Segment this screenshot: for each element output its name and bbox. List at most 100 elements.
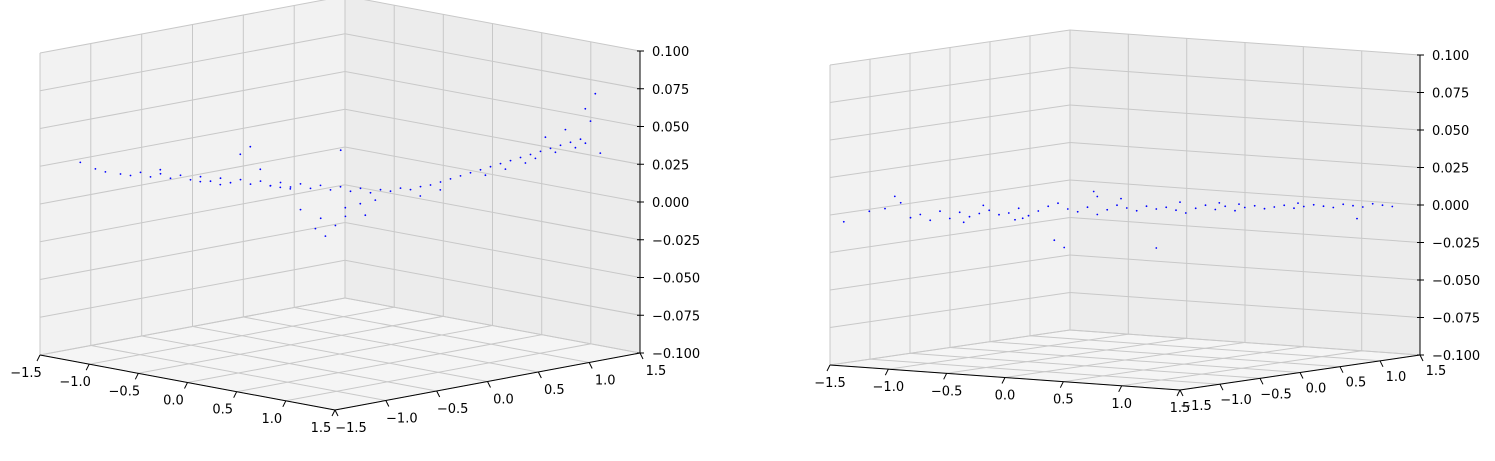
data-point (1007, 212, 1010, 214)
data-point (479, 168, 482, 171)
gridline-z (829, 179, 1421, 216)
x-tick (943, 373, 948, 380)
y-tick-label: −1.5 (335, 421, 367, 436)
data-point (239, 178, 242, 181)
data-point (364, 214, 367, 217)
x-tick (826, 364, 831, 372)
data-point (269, 185, 272, 187)
data-point (1021, 217, 1024, 220)
gridline-z (829, 141, 1421, 178)
z-tick-label: −0.075 (1432, 312, 1480, 327)
data-point (978, 212, 981, 215)
x-tick-label: −0.5 (931, 384, 963, 399)
data-point (549, 147, 552, 150)
data-point (1106, 208, 1109, 211)
z-tick-label: −0.025 (1432, 237, 1480, 252)
data-point (579, 138, 582, 141)
data-point (339, 149, 342, 152)
x-tick (1176, 389, 1181, 397)
data-point (239, 153, 242, 156)
data-point (104, 171, 107, 173)
x-tick-label: 0.5 (1053, 393, 1074, 408)
data-point (139, 171, 142, 174)
y-tick (1179, 389, 1184, 397)
z-tick-label: −0.050 (1432, 274, 1480, 289)
x-tick-label: 1.5 (311, 421, 332, 436)
data-point (968, 215, 971, 218)
data-point (1096, 213, 1099, 216)
x-tick (1059, 381, 1064, 388)
data-point (958, 211, 961, 214)
y-tick (334, 409, 339, 417)
data-point (219, 183, 222, 186)
scatter3d-left: −1.5−1.0−0.50.00.51.01.5 −1.5−1.0−0.50.00… (10, 0, 700, 436)
y-tick (436, 390, 441, 398)
data-point (868, 210, 871, 213)
gridline-z (39, 0, 641, 54)
scatter3d-right: −1.5 −1.0 −0.5 0.0 0.5 1.0 1.5−1.5 −1.0 −0.5 0.0 0… (814, 29, 1480, 416)
gridline-z (829, 254, 1421, 291)
data-point (1224, 205, 1227, 208)
x-tick-label: −1.0 (59, 375, 91, 390)
data-point (374, 199, 377, 202)
data-point (289, 188, 292, 190)
data-point (1076, 210, 1079, 213)
data-point (1381, 204, 1384, 207)
data-point (249, 145, 252, 148)
y-tick (385, 400, 390, 407)
y-tick-label: −0.5 (1260, 387, 1292, 402)
data-point (589, 120, 592, 122)
y-tick-label: −1.0 (1220, 393, 1252, 408)
data-point (189, 178, 192, 181)
data-point (1125, 207, 1128, 209)
x-tick-label: −0.5 (109, 384, 141, 399)
data-point (919, 213, 922, 216)
data-point (429, 184, 432, 186)
data-point (1293, 207, 1295, 210)
z-tick-label: −0.025 (652, 234, 700, 249)
data-point (1391, 205, 1394, 208)
data-point (449, 178, 452, 180)
data-point (1037, 210, 1040, 212)
x-tick-label: 0.0 (995, 389, 1016, 404)
data-point (79, 161, 82, 164)
gridline-z (829, 29, 1421, 66)
data-point (399, 187, 402, 190)
z-tick-label: 0.000 (652, 196, 689, 211)
data-point (1332, 206, 1335, 209)
y-tick (1219, 383, 1224, 391)
data-point (1175, 209, 1177, 212)
data-point (948, 217, 951, 220)
data-point (1218, 202, 1221, 204)
data-point (344, 206, 347, 209)
data-point (1014, 218, 1016, 221)
z-tick-label: 0.050 (1432, 124, 1469, 139)
data-point (319, 184, 322, 187)
data-point (899, 201, 902, 204)
data-point (94, 168, 97, 170)
y-tick-label: 1.0 (595, 374, 616, 389)
data-point (534, 157, 537, 160)
data-point (439, 189, 442, 191)
data-point (1145, 205, 1148, 208)
z-tick-label: 0.000 (1432, 199, 1469, 214)
data-point (569, 141, 572, 144)
data-point (279, 186, 282, 189)
gridline-z (39, 297, 641, 356)
data-point (199, 180, 202, 183)
data-point (982, 204, 985, 207)
x-tick (282, 400, 287, 408)
y-tick-label: 1.0 (1386, 370, 1407, 385)
data-point (988, 209, 991, 212)
gridline-z (829, 291, 1421, 328)
y-tick-label: 0.0 (493, 393, 514, 408)
data-point (1273, 206, 1276, 208)
y-tick (639, 352, 644, 360)
data-point (1214, 208, 1217, 211)
data-point (309, 187, 312, 190)
y-tick-label: −1.5 (1180, 399, 1212, 414)
gridline-z (39, 259, 641, 318)
data-point (559, 144, 562, 147)
data-point (1342, 203, 1345, 206)
